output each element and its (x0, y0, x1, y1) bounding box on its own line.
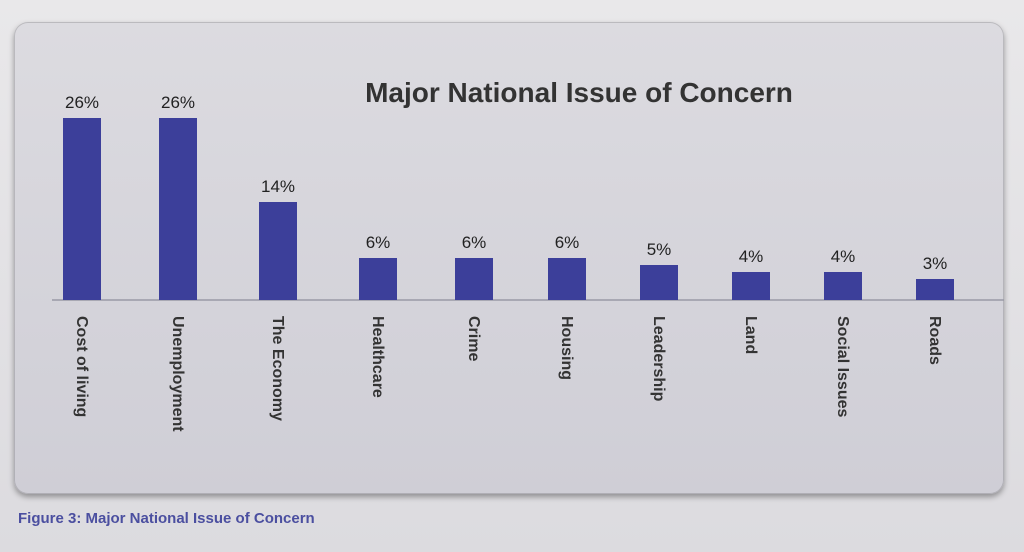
bar-roads (916, 279, 954, 300)
value-label: 26% (161, 93, 195, 112)
category-label: Leadership (650, 316, 667, 402)
category-label: Unemployment (169, 316, 186, 432)
bar-crime (455, 258, 493, 300)
bar-unemployment (159, 118, 197, 300)
bar-land (732, 272, 770, 300)
chart-panel: Major National Issue of Concern 26% Cost … (14, 22, 1004, 494)
value-label: 6% (366, 233, 391, 252)
figure-caption: Figure 3: Major National Issue of Concer… (18, 510, 315, 527)
category-label: Healthcare (369, 316, 386, 398)
category-label: Land (742, 316, 759, 354)
bar-leadership (640, 265, 678, 300)
category-label: The Economy (269, 316, 286, 421)
category-label: Crime (465, 316, 482, 361)
value-label: 4% (739, 247, 764, 266)
value-label: 5% (647, 240, 672, 259)
value-label: 26% (65, 93, 99, 112)
value-label: 6% (555, 233, 580, 252)
bar-cost-of-living (63, 118, 101, 300)
value-label: 4% (831, 247, 856, 266)
bar-the-economy (259, 202, 297, 300)
bar-social-issues (824, 272, 862, 300)
category-label: Housing (558, 316, 575, 380)
bar-housing (548, 258, 586, 300)
category-label: Social Issues (834, 316, 851, 417)
category-label: Roads (926, 316, 943, 365)
bar-healthcare (359, 258, 397, 300)
category-label: Cost of living (73, 316, 90, 417)
chart-title: Major National Issue of Concern (365, 77, 793, 108)
value-label: 3% (923, 254, 948, 273)
bar-chart: Major National Issue of Concern 26% Cost … (52, 77, 1004, 432)
value-label: 6% (462, 233, 487, 252)
value-label: 14% (261, 177, 295, 196)
